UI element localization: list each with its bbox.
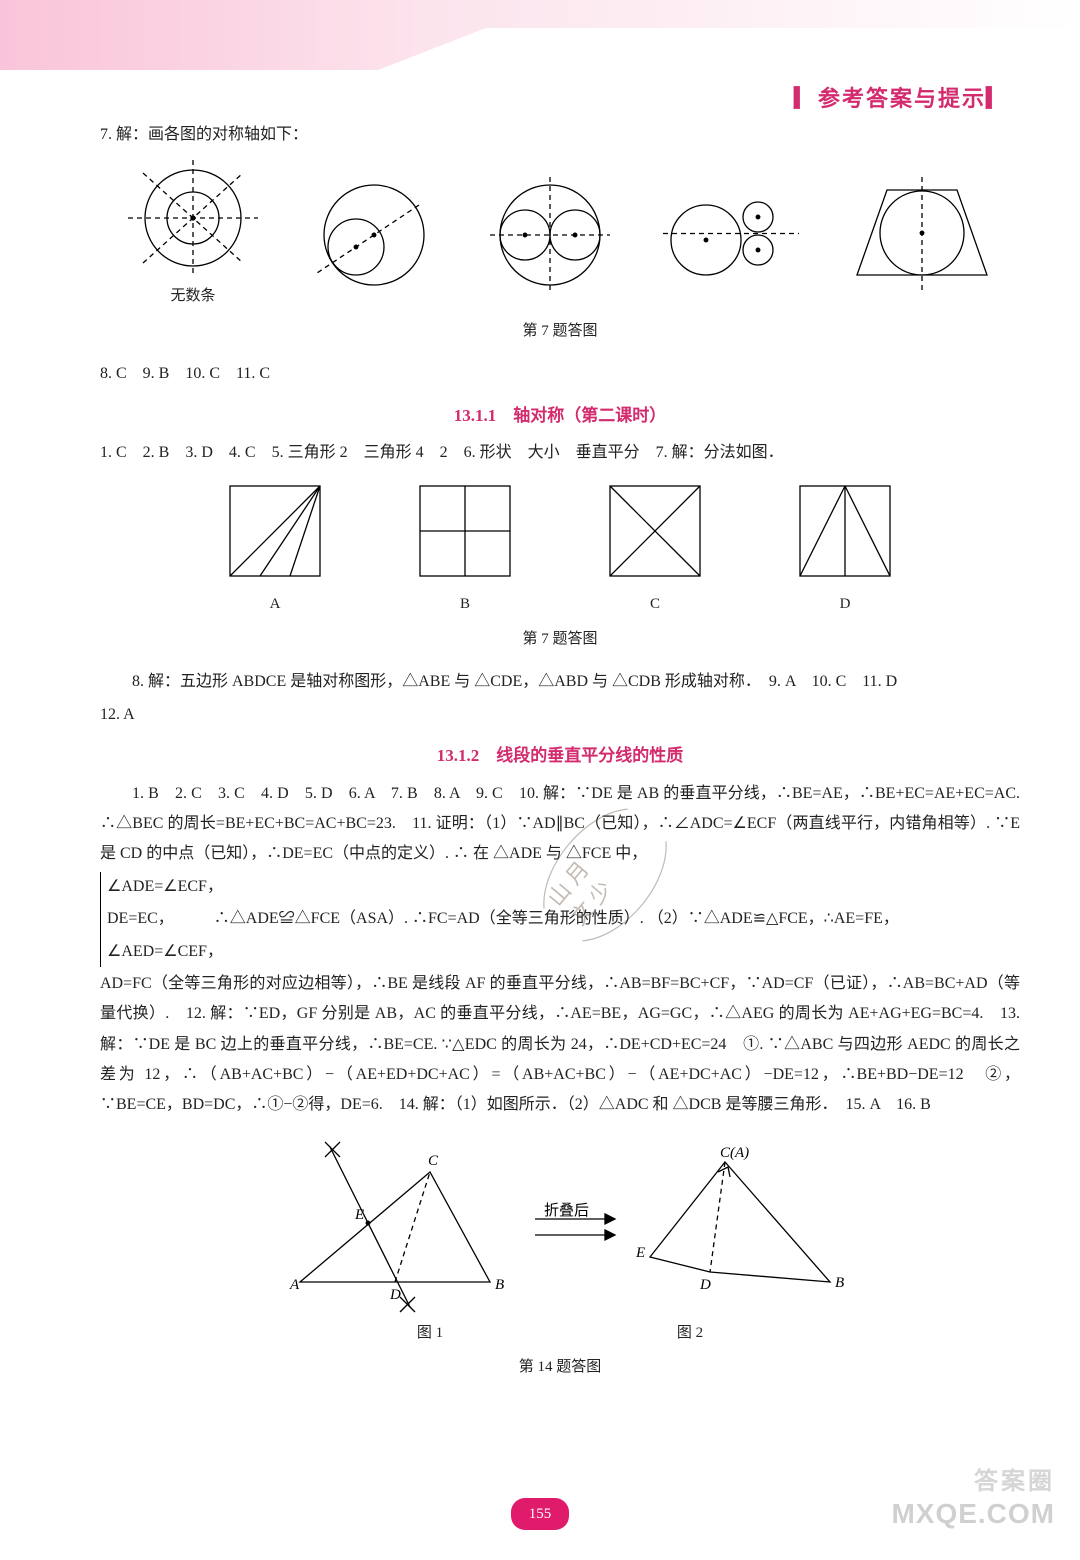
figure-row-3: A B C D E 折叠后 (100, 1137, 1020, 1317)
fig7-caption: 第 7 题答图 (100, 317, 1020, 346)
fig-7c (485, 175, 615, 295)
fig14-sublabels: 图 1 图 2 (100, 1319, 1020, 1348)
fig7b-caption: 第 7 题答图 (100, 625, 1020, 654)
sq-a: A (220, 476, 330, 619)
content-area: 7. 解：画各图的对称轴如下： (100, 120, 1020, 1396)
page: ▎参考答案与提示▎ 7. 解：画各图的对称轴如下： (0, 0, 1080, 1560)
brace-l3: ∠AED=∠CEF， (107, 937, 1020, 967)
sq-a-label: A (220, 590, 330, 619)
sec1-line3: 12. A (100, 700, 1020, 730)
fig-7d (661, 175, 801, 295)
header-banner (0, 0, 1080, 70)
sq-c: C (600, 476, 710, 619)
sq-d: D (790, 476, 900, 619)
fig14-caption: 第 14 题答图 (100, 1353, 1020, 1382)
lbl-D: D (389, 1287, 401, 1303)
fig-7e (847, 175, 997, 295)
header-text: 参考答案与提示 (818, 86, 986, 111)
fold-arrow: 折叠后 (530, 1197, 620, 1257)
fig14-2: C(A) B D E (630, 1137, 850, 1317)
sec1-line1: 1. C 2. B 3. D 4. C 5. 三角形 2 三角形 4 2 6. … (100, 438, 1020, 468)
lbl-B: B (495, 1277, 504, 1293)
sec2-p1: 1. B 2. C 3. C 4. D 5. D 6. A 7. B 8. A … (100, 779, 1020, 870)
answers-8-11: 8. C 9. B 10. C 11. C (100, 359, 1020, 389)
sec2-p2: AD=FC（全等三角形的对应边相等），∴BE 是线段 AF 的垂直平分线，∴AB… (100, 969, 1020, 1121)
lbl-E: E (354, 1207, 364, 1223)
section-title-2: 13.1.2 线段的垂直平分线的性质 (100, 740, 1020, 772)
sq-b-label: B (410, 590, 520, 619)
watermark-site: MXQE.COM (891, 1487, 1055, 1540)
bar-icon: ▎ (794, 86, 818, 111)
page-number-badge: 155 (511, 1498, 570, 1531)
sq-b: B (410, 476, 520, 619)
brace-l2: DE=EC， ∴△ADE≌△FCE（ASA）. ∴FC=AD（全等三角形的性质）… (107, 904, 1020, 934)
fold-label: 折叠后 (544, 1202, 589, 1219)
figure-row-1: 无数条 (100, 158, 1020, 311)
fig14-sub2: 图 2 (677, 1319, 703, 1348)
brace-l1: ∠ADE=∠ECF， (107, 872, 1020, 902)
sq-c-label: C (600, 590, 710, 619)
fig-7a: 无数条 (123, 158, 263, 311)
fig7a-sub: 无数条 (123, 282, 263, 311)
fig-7b (309, 175, 439, 295)
brace-block: ∠ADE=∠ECF， DE=EC， ∴△ADE≌△FCE（ASA）. ∴FC=A… (100, 872, 1020, 967)
sq-d-label: D (790, 590, 900, 619)
lbl-A: A (289, 1277, 300, 1293)
header-title: ▎参考答案与提示▎ (794, 78, 1010, 120)
fig14-sub1: 图 1 (417, 1319, 443, 1348)
lbl-E2: E (635, 1245, 645, 1261)
lbl-CA: C(A) (720, 1145, 749, 1161)
section-title-1: 13.1.1 轴对称（第二课时） (100, 400, 1020, 432)
sec1-line2: 8. 解：五边形 ABDCE 是轴对称图形，△ABE 与 △CDE，△ABD 与… (100, 667, 1020, 697)
q7-intro: 7. 解：画各图的对称轴如下： (100, 120, 1020, 150)
fig14-1: A B C D E (270, 1137, 520, 1317)
lbl-C: C (428, 1153, 439, 1169)
bar-icon: ▎ (986, 86, 1010, 111)
figure-row-2: A B C (100, 476, 1020, 619)
lbl-B2: B (835, 1275, 844, 1291)
lbl-D2: D (699, 1277, 711, 1293)
